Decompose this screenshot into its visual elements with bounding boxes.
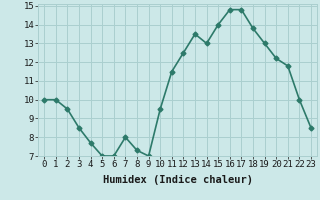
- X-axis label: Humidex (Indice chaleur): Humidex (Indice chaleur): [103, 175, 252, 185]
